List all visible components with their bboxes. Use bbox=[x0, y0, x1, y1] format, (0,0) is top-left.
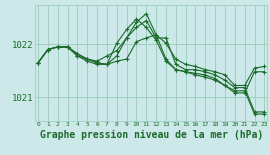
X-axis label: Graphe pression niveau de la mer (hPa): Graphe pression niveau de la mer (hPa) bbox=[40, 130, 263, 140]
